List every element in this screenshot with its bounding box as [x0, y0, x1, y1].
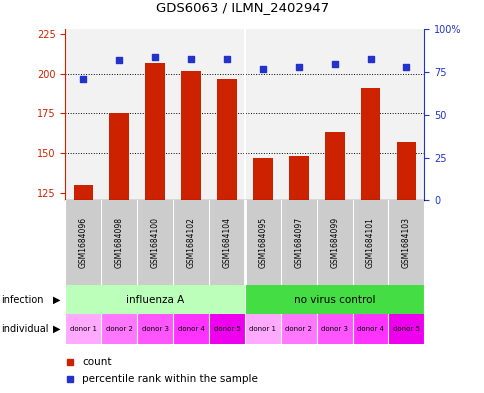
Text: percentile rank within the sample: percentile rank within the sample: [82, 374, 257, 384]
Point: [366, 55, 374, 62]
Bar: [352, 200, 388, 285]
Bar: [65, 314, 101, 344]
Bar: [360, 88, 379, 200]
Bar: [244, 200, 280, 285]
Text: donor 1: donor 1: [249, 326, 276, 332]
Bar: [280, 314, 316, 344]
Bar: [324, 132, 344, 200]
Text: GSM1684101: GSM1684101: [365, 217, 374, 268]
Text: donor 4: donor 4: [356, 326, 383, 332]
Bar: [209, 200, 244, 285]
Text: donor 5: donor 5: [213, 326, 240, 332]
Text: GSM1684096: GSM1684096: [79, 217, 88, 268]
Text: donor 2: donor 2: [106, 326, 133, 332]
Text: GDS6063 / ILMN_2402947: GDS6063 / ILMN_2402947: [156, 1, 328, 14]
Text: individual: individual: [1, 324, 49, 334]
Text: infection: infection: [1, 295, 44, 305]
Bar: [209, 314, 244, 344]
Bar: [101, 200, 137, 285]
Text: count: count: [82, 357, 111, 367]
Text: donor 3: donor 3: [141, 326, 168, 332]
Bar: [280, 200, 316, 285]
Text: no virus control: no virus control: [293, 295, 375, 305]
Text: GSM1684102: GSM1684102: [186, 217, 195, 268]
Point: [115, 57, 123, 63]
Point: [223, 55, 230, 62]
Point: [151, 54, 159, 60]
Point: [330, 61, 338, 67]
Text: GSM1684103: GSM1684103: [401, 217, 410, 268]
Bar: [388, 200, 424, 285]
Bar: [173, 200, 209, 285]
Text: influenza A: influenza A: [126, 295, 184, 305]
Text: donor 4: donor 4: [177, 326, 204, 332]
Bar: [65, 285, 244, 314]
Text: ▶: ▶: [53, 324, 60, 334]
Text: donor 3: donor 3: [320, 326, 348, 332]
Point: [258, 66, 266, 72]
Bar: [65, 200, 101, 285]
Point: [402, 64, 409, 70]
Text: GSM1684100: GSM1684100: [151, 217, 159, 268]
Text: donor 1: donor 1: [70, 326, 97, 332]
Bar: [388, 314, 424, 344]
Text: GSM1684104: GSM1684104: [222, 217, 231, 268]
Bar: [352, 314, 388, 344]
Bar: [288, 156, 308, 200]
Text: GSM1684098: GSM1684098: [115, 217, 123, 268]
Text: GSM1684097: GSM1684097: [294, 217, 302, 268]
Text: GSM1684095: GSM1684095: [258, 217, 267, 268]
Text: GSM1684099: GSM1684099: [330, 217, 338, 268]
Text: donor 5: donor 5: [392, 326, 419, 332]
Text: donor 2: donor 2: [285, 326, 312, 332]
Bar: [181, 71, 200, 200]
Bar: [137, 314, 173, 344]
Bar: [316, 200, 352, 285]
Point: [79, 76, 87, 82]
Bar: [396, 142, 415, 200]
Bar: [244, 314, 280, 344]
Bar: [145, 63, 165, 200]
Bar: [109, 113, 129, 200]
Point: [294, 64, 302, 70]
Bar: [137, 200, 173, 285]
Bar: [173, 314, 209, 344]
Bar: [253, 158, 272, 200]
Bar: [244, 285, 424, 314]
Bar: [316, 314, 352, 344]
Bar: [101, 314, 137, 344]
Bar: [217, 79, 236, 200]
Point: [187, 55, 195, 62]
Text: ▶: ▶: [53, 295, 60, 305]
Bar: [74, 185, 93, 200]
